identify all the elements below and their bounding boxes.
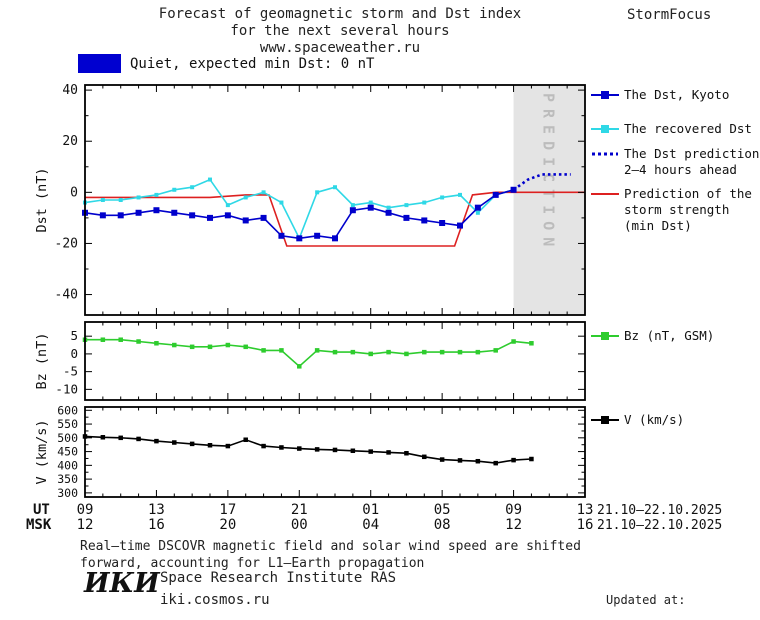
series-recovered	[83, 177, 516, 241]
series-prediction	[512, 173, 571, 191]
series-kyoto	[82, 186, 517, 242]
y-tick-label: 400	[57, 458, 78, 472]
legend-item-kyoto: The Dst, Kyoto	[591, 87, 729, 103]
brand-label: StormFocus	[627, 7, 712, 23]
status-banner: Quiet, expected min Dst: 0 nT	[78, 54, 374, 73]
prediction-region	[513, 85, 585, 315]
legend-label: The Dst prediction	[624, 146, 760, 161]
legend-label: Bz (nT, GSM)	[624, 328, 715, 343]
ut-tick-label: 13	[577, 502, 594, 518]
legend-item-prediction: The Dst prediction 2–4 hours ahead	[591, 146, 759, 178]
series-bz	[82, 337, 534, 369]
msk-tick-label: 16	[577, 517, 594, 533]
recovered-legend-marker-icon	[591, 125, 619, 133]
msk-tick-label: 12	[505, 517, 522, 533]
bz-legend-marker-icon	[591, 332, 619, 340]
status-text: Quiet, expected min Dst: 0 nT	[130, 55, 375, 72]
updated-block: Updated at: UT 09:05, 22.10.2025 MSK 12:…	[606, 560, 758, 620]
msk-row-label: MSK	[26, 517, 52, 533]
y-tick-label: -10	[55, 381, 78, 396]
ut-tick-label: 21	[291, 502, 308, 518]
y-axis-title: Dst (nT)	[34, 167, 50, 232]
ut-tick-label: 13	[148, 502, 165, 518]
msk-tick-label: 08	[434, 517, 451, 533]
legend-label: Prediction of the	[624, 186, 752, 201]
kyoto-legend-marker-icon	[591, 91, 619, 99]
note-line-1: Real–time DSCOVR magnetic field and sola…	[80, 539, 581, 554]
y-tick-label: -40	[55, 288, 78, 303]
note-line-2: forward, accounting for L1–Earth propaga…	[80, 556, 425, 571]
msk-tick-label: 00	[291, 517, 308, 533]
ut-tick-label: 05	[434, 502, 451, 518]
institute-name: Space Research Institute RAS	[160, 570, 397, 586]
legend-label: V (km/s)	[624, 412, 685, 427]
msk-tick-label: 16	[148, 517, 165, 533]
ut-tick-label: 09	[77, 502, 94, 518]
bz-panel: 5 0 -5 -10 Bz (nT)	[34, 321, 586, 401]
institute-site-url: iki.cosmos.ru	[160, 592, 270, 608]
y-tick-label: 350	[57, 472, 78, 486]
footer-note: Real–time DSCOVR magnetic field and sola…	[80, 538, 581, 572]
legend-item-recovered: The recovered Dst	[591, 121, 752, 137]
ut-date-range: 21.10–22.10.2025	[597, 503, 722, 518]
legend-label: 2–4 hours ahead	[624, 162, 737, 177]
msk-tick-label: 20	[219, 517, 236, 533]
y-tick-label: 20	[62, 134, 78, 149]
page-title: Forecast of geomagnetic storm and Dst in…	[90, 6, 590, 57]
legend-label: The Dst, Kyoto	[624, 87, 730, 102]
msk-tick-label: 12	[77, 517, 94, 533]
y-tick-label: 0	[70, 185, 78, 200]
legend-item-v: V (km/s)	[591, 412, 684, 428]
y-tick-label: 0	[70, 346, 78, 361]
y-tick-label: -20	[55, 236, 78, 251]
y-tick-label: 500	[57, 431, 78, 445]
status-swatch	[78, 54, 121, 73]
legend: The Dst, Kyoto The recovered Dst The Dst p…	[591, 0, 760, 620]
y-tick-label: 450	[57, 445, 78, 459]
ut-tick-label: 01	[362, 502, 379, 518]
legend-item-storm: Prediction of the storm strength (min Dst)	[591, 186, 752, 234]
updated-label: Updated at:	[606, 593, 686, 607]
y-tick-label: 300	[57, 486, 78, 500]
y-tick-label: 550	[57, 417, 78, 431]
title-line-1: Forecast of geomagnetic storm and Dst in…	[158, 6, 522, 22]
legend-item-bz: Bz (nT, GSM)	[591, 328, 714, 344]
ut-row-label: UT	[33, 502, 50, 518]
title-line-2: for the next several hours	[230, 23, 450, 39]
y-tick-label: -5	[63, 364, 78, 379]
y-tick-label: 600	[57, 403, 78, 417]
y-tick-label: 5	[70, 328, 78, 343]
y-tick-label: 40	[62, 83, 78, 98]
y-axis-title: Bz (nT)	[34, 333, 50, 390]
msk-date-range: 21.10–22.10.2025	[597, 518, 722, 533]
title-site-url: www.spaceweather.ru	[259, 40, 421, 56]
ut-tick-label: 09	[505, 502, 522, 518]
y-axis-title: V (km/s)	[34, 419, 50, 484]
v-legend-marker-icon	[591, 416, 619, 424]
iki-logo: ИКИ	[84, 568, 160, 599]
msk-tick-label: 04	[362, 517, 379, 533]
series-v	[82, 434, 534, 466]
legend-label: storm strength	[624, 202, 730, 217]
legend-label: The recovered Dst	[624, 121, 752, 136]
prediction-legend-marker-icon	[592, 152, 618, 156]
ut-tick-label: 17	[219, 502, 236, 518]
legend-label: (min Dst)	[624, 218, 692, 233]
storm-legend-marker-icon	[591, 193, 619, 195]
